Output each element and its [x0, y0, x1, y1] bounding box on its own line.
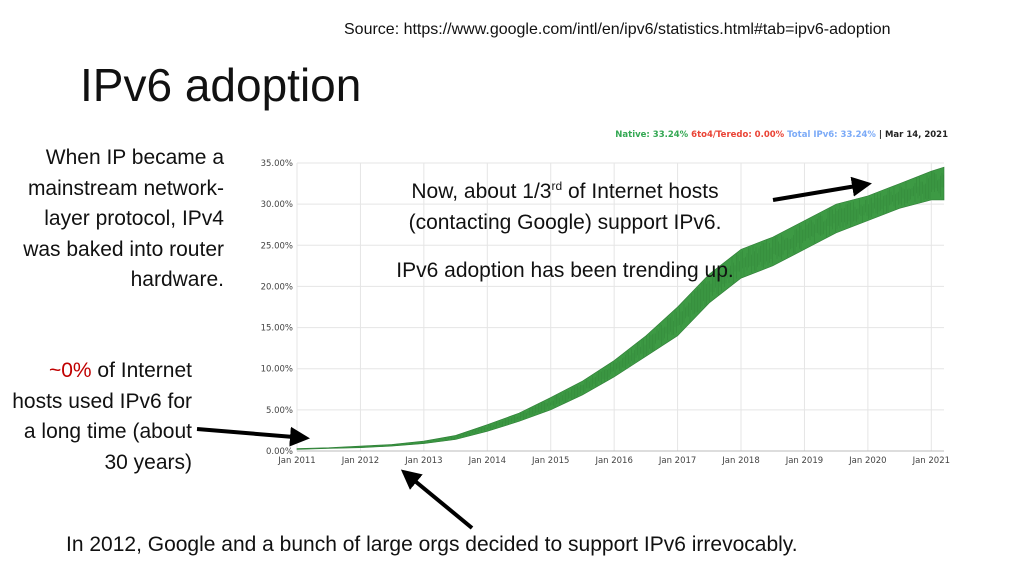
legend-teredo: 6to4/Teredo: 0.00%	[691, 130, 785, 140]
page-title: IPv6 adoption	[80, 59, 362, 111]
y-tick-label: 5.00%	[266, 406, 293, 416]
series-native-band	[296, 166, 945, 450]
grid-lines	[296, 162, 944, 452]
source-citation: Source: https://www.google.com/intl/en/i…	[344, 21, 891, 38]
x-tick-label: Jan 2014	[468, 456, 506, 466]
y-tick-label: 20.00%	[261, 282, 293, 292]
y-axis-tick-labels: 0.00% 5.00% 10.00% 15.00% 20.00% 25.00% 30.00%…	[261, 159, 293, 457]
chart-legend: Native: 33.24% 6to4/Teredo: 0.00% Total …	[580, 130, 948, 140]
y-tick-label: 35.00%	[261, 159, 293, 169]
y-tick-label: 10.00%	[261, 365, 293, 375]
zero-percent-highlight: ~0%	[48, 359, 92, 382]
legend-native: Native: 33.24%	[615, 130, 689, 140]
x-tick-label: Jan 2020	[848, 456, 886, 466]
x-tick-label: Jan 2019	[785, 456, 823, 466]
y-tick-label: 30.00%	[261, 200, 293, 210]
x-tick-label: Jan 2015	[531, 456, 569, 466]
y-tick-label: 0.00%	[266, 447, 293, 457]
x-tick-label: Jan 2011	[277, 456, 315, 466]
zero-percent-text: ~0% of Internet hosts used IPv6 for a lo…	[2, 356, 192, 478]
now-one-third-text: Now, about 1/3rd of Internet hosts (cont…	[360, 177, 770, 238]
now-text-part2: of Internet hosts (contacting Google) su…	[408, 180, 722, 234]
ipv4-history-text: When IP became a mainstream network-laye…	[23, 146, 224, 291]
now-text-sup: rd	[551, 179, 563, 193]
series-native-noise	[296, 171, 944, 450]
x-tick-label: Jan 2018	[721, 456, 759, 466]
legend-date: | Mar 14, 2021	[878, 130, 948, 140]
trend-text: IPv6 adoption has been trending up.	[396, 259, 734, 282]
x-tick-label: Jan 2016	[594, 456, 632, 466]
zero-percent-rest: of Internet hosts used IPv6 for a long t…	[12, 359, 192, 474]
x-tick-label: Jan 2017	[658, 456, 696, 466]
x-tick-label: Jan 2013	[404, 456, 442, 466]
google-2012-text: In 2012, Google and a bunch of large org…	[66, 533, 798, 556]
x-tick-label: Jan 2021	[912, 456, 950, 466]
y-tick-label: 25.00%	[261, 241, 293, 251]
y-tick-label: 15.00%	[261, 324, 293, 334]
legend-total: Total IPv6: 33.24%	[787, 130, 876, 140]
now-text-part1: Now, about 1/3	[411, 180, 552, 203]
x-axis-tick-labels: Jan 2011 Jan 2012 Jan 2013 Jan 2014 Jan 2015…	[277, 456, 950, 466]
x-tick-label: Jan 2012	[341, 456, 379, 466]
